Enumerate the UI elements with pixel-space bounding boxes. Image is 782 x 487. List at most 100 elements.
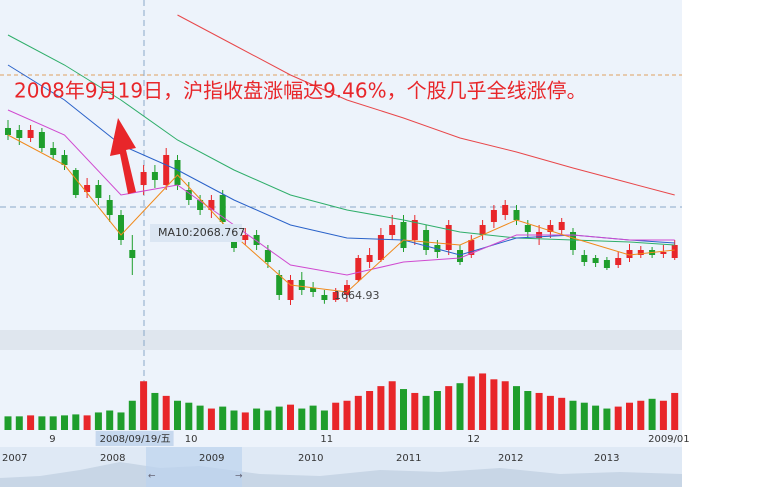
- volume-bar: [49, 416, 57, 430]
- volume-bar: [400, 389, 407, 430]
- volume-bar: [513, 386, 520, 430]
- candle-body: [468, 240, 475, 255]
- candle-body: [445, 225, 452, 250]
- volume-bar: [501, 381, 509, 430]
- candle-body: [287, 280, 294, 300]
- candle-body: [524, 225, 531, 232]
- volume-bar: [343, 400, 351, 430]
- volume-bar: [614, 406, 622, 430]
- candle-body: [16, 130, 23, 138]
- volume-bar: [592, 405, 600, 430]
- candle-body: [298, 280, 305, 290]
- candle-body: [84, 185, 91, 192]
- volume-bar: [253, 408, 261, 430]
- volume-bar: [128, 400, 136, 430]
- volume-bar: [309, 405, 317, 430]
- volume-bar: [72, 414, 80, 430]
- price-panel: [0, 0, 682, 330]
- volume-bar: [626, 402, 633, 430]
- volume-bar: [275, 406, 283, 430]
- volume-bar: [15, 416, 23, 430]
- x-tick-label: 2009/01: [648, 434, 690, 445]
- candle-body: [140, 172, 147, 185]
- volume-bar: [366, 391, 374, 430]
- volume-bar: [377, 386, 385, 430]
- volume-bar: [659, 400, 667, 430]
- volume-bar: [433, 391, 441, 430]
- volume-bar: [569, 400, 577, 430]
- x-tick-label: 2008/09/19/五: [100, 434, 171, 445]
- moving-average: [7, 109, 675, 276]
- volume-bar: [603, 408, 611, 430]
- volume-bar: [4, 416, 12, 430]
- volume-bar: [83, 415, 91, 430]
- volume-bar: [185, 402, 193, 430]
- candle-body: [253, 235, 260, 245]
- volume-bar: [524, 391, 532, 430]
- candle-body: [377, 235, 384, 260]
- candle-body: [411, 220, 418, 240]
- candle-body: [603, 260, 610, 268]
- moving-average: [7, 134, 675, 293]
- arrow: [110, 118, 136, 194]
- candle-body: [581, 255, 588, 262]
- candle-body: [264, 250, 271, 262]
- navigator-label[interactable]: ←: [148, 472, 156, 482]
- volume-bar: [196, 405, 204, 430]
- navigator-label: 2009: [199, 453, 224, 464]
- candle-body: [72, 170, 79, 195]
- navigator-label[interactable]: →: [235, 472, 243, 482]
- candle-body: [61, 155, 68, 165]
- candle-body: [5, 128, 11, 135]
- candle-body: [163, 155, 170, 185]
- volume-bar: [241, 412, 249, 430]
- navigator-window[interactable]: [146, 447, 242, 487]
- low-label: 1664.93: [334, 289, 380, 302]
- volume-bar: [648, 398, 656, 430]
- moving-average: [177, 14, 675, 196]
- candle-body: [118, 215, 124, 240]
- volume-bar: [411, 392, 419, 430]
- candle-body: [400, 222, 407, 248]
- candle-body: [151, 172, 158, 180]
- candle-body: [490, 210, 497, 222]
- navigator-label: 2011: [396, 453, 421, 464]
- volume-bar: [388, 381, 396, 430]
- candle-body: [321, 295, 328, 300]
- volume-bar: [219, 406, 227, 430]
- candle-body: [344, 285, 350, 295]
- volume-bar: [445, 386, 453, 430]
- candle-body: [332, 292, 339, 300]
- tooltip: MA10:2068.767: [158, 226, 245, 239]
- navigator-label: 2008: [100, 453, 125, 464]
- x-tick-label: 10: [185, 434, 198, 445]
- x-tick-label: 9: [49, 434, 55, 445]
- candle-body: [366, 255, 373, 262]
- volume-bar: [479, 373, 487, 430]
- candle-body: [27, 130, 34, 138]
- candle-body: [95, 185, 102, 198]
- candle-body: [242, 235, 249, 240]
- volume-bar: [230, 410, 238, 430]
- volume-panel: [0, 350, 682, 430]
- volume-bar: [264, 410, 272, 430]
- volume-bar: [287, 404, 294, 430]
- volume-bar: [27, 415, 35, 430]
- volume-bar: [490, 379, 498, 430]
- volume-bar: [320, 410, 328, 430]
- candle-body: [185, 190, 192, 200]
- volume-bar: [94, 412, 102, 430]
- candle-body: [423, 230, 430, 250]
- x-tick-label: 11: [320, 434, 333, 445]
- volume-bar: [106, 410, 114, 430]
- volume-bar: [354, 395, 362, 430]
- volume-bar: [140, 381, 148, 430]
- candle-body: [592, 258, 599, 263]
- volume-bar: [422, 395, 430, 430]
- candle-body: [197, 200, 204, 210]
- date-highlight: [95, 431, 174, 446]
- navigator-label: 2007: [2, 453, 27, 464]
- candle-body: [174, 160, 181, 185]
- candle-body: [558, 222, 565, 230]
